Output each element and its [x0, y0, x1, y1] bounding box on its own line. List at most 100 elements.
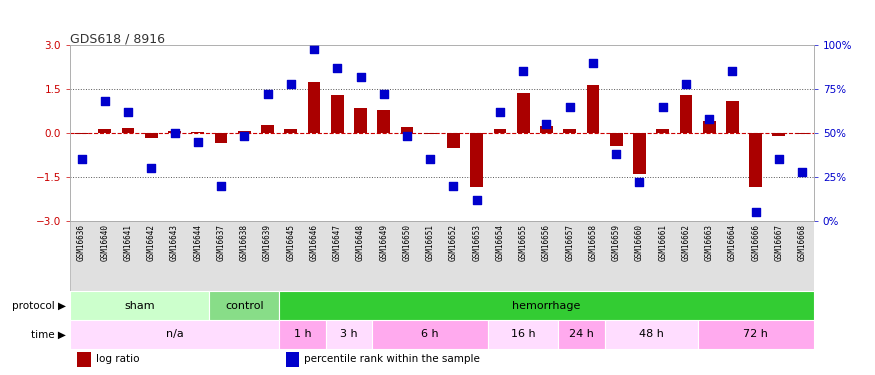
Bar — [726, 101, 738, 133]
Bar — [517, 93, 529, 133]
Point — [307, 45, 321, 51]
Bar — [331, 95, 344, 133]
Text: GSM16655: GSM16655 — [519, 224, 528, 261]
Bar — [703, 121, 716, 133]
Text: GSM16663: GSM16663 — [704, 224, 714, 261]
Bar — [447, 133, 460, 148]
Bar — [401, 126, 413, 133]
Bar — [326, 320, 372, 349]
Point — [400, 134, 414, 140]
Bar — [145, 133, 158, 138]
Text: GSM16642: GSM16642 — [147, 224, 156, 261]
Text: sham: sham — [124, 301, 155, 310]
Point — [168, 130, 182, 136]
Text: GSM16668: GSM16668 — [798, 224, 807, 261]
Text: GSM16638: GSM16638 — [240, 224, 248, 261]
Text: GSM16644: GSM16644 — [193, 224, 202, 261]
Text: GSM16661: GSM16661 — [658, 224, 667, 261]
Bar — [122, 128, 135, 133]
Point — [354, 74, 367, 80]
Bar — [605, 320, 697, 349]
Bar — [261, 125, 274, 133]
Bar — [78, 352, 91, 367]
Bar — [377, 110, 390, 133]
Bar — [372, 320, 488, 349]
Text: 1 h: 1 h — [294, 330, 311, 339]
Bar — [192, 132, 204, 133]
Point — [795, 169, 809, 175]
Bar — [564, 129, 576, 133]
Text: GSM16636: GSM16636 — [77, 224, 86, 261]
Text: GSM16649: GSM16649 — [379, 224, 388, 261]
Point — [772, 156, 786, 162]
Bar — [493, 129, 507, 133]
Point — [633, 179, 647, 185]
Point — [144, 165, 158, 171]
Point — [74, 156, 88, 162]
Point — [586, 60, 600, 66]
Text: GSM16650: GSM16650 — [402, 224, 411, 261]
Text: GSM16647: GSM16647 — [332, 224, 342, 261]
Text: GSM16637: GSM16637 — [217, 224, 226, 261]
Bar — [586, 86, 599, 133]
Text: GSM16645: GSM16645 — [286, 224, 295, 261]
Bar — [471, 133, 483, 187]
Text: GSM16651: GSM16651 — [426, 224, 435, 261]
Point — [655, 104, 669, 110]
Bar — [75, 133, 88, 134]
Point — [237, 134, 251, 140]
Text: GSM16648: GSM16648 — [356, 224, 365, 261]
Point — [121, 109, 135, 115]
Text: 16 h: 16 h — [511, 330, 536, 339]
Text: 48 h: 48 h — [639, 330, 663, 339]
Bar — [70, 291, 209, 320]
Text: GSM16654: GSM16654 — [495, 224, 505, 261]
Text: GSM16662: GSM16662 — [682, 224, 690, 261]
Text: GSM16666: GSM16666 — [751, 224, 760, 261]
Text: 72 h: 72 h — [743, 330, 768, 339]
Bar — [488, 320, 558, 349]
Bar — [308, 82, 320, 133]
Text: GSM16641: GSM16641 — [123, 224, 133, 261]
Bar — [680, 95, 692, 133]
Point — [679, 81, 693, 87]
Text: protocol ▶: protocol ▶ — [11, 301, 66, 310]
Bar — [99, 129, 111, 133]
Bar — [795, 133, 808, 134]
Point — [609, 151, 623, 157]
Bar — [168, 132, 181, 133]
Text: GSM16640: GSM16640 — [101, 224, 109, 261]
Text: GSM16656: GSM16656 — [542, 224, 551, 261]
Bar — [656, 129, 669, 133]
Text: GSM16667: GSM16667 — [774, 224, 783, 261]
Text: n/a: n/a — [165, 330, 184, 339]
Text: 6 h: 6 h — [422, 330, 439, 339]
Point — [191, 139, 205, 145]
Bar — [214, 133, 228, 143]
Bar — [697, 320, 814, 349]
Text: hemorrhage: hemorrhage — [512, 301, 581, 310]
Bar — [354, 108, 367, 133]
Bar — [209, 291, 279, 320]
Text: GSM16646: GSM16646 — [310, 224, 318, 261]
Point — [702, 116, 716, 122]
Bar — [558, 320, 605, 349]
Text: GSM16664: GSM16664 — [728, 224, 737, 261]
Point — [493, 109, 507, 115]
Point — [540, 121, 554, 127]
Text: control: control — [225, 301, 263, 310]
Text: GSM16643: GSM16643 — [170, 224, 179, 261]
Bar — [424, 133, 437, 134]
Bar — [285, 352, 299, 367]
Bar — [238, 130, 251, 133]
Text: GSM16639: GSM16639 — [263, 224, 272, 261]
Bar — [70, 320, 279, 349]
Point — [330, 65, 344, 71]
Bar — [540, 126, 553, 133]
Bar — [279, 320, 326, 349]
Text: GDS618 / 8916: GDS618 / 8916 — [70, 32, 165, 45]
Bar — [610, 133, 623, 146]
Point — [470, 197, 484, 203]
Point — [563, 104, 577, 110]
Text: GSM16652: GSM16652 — [449, 224, 458, 261]
